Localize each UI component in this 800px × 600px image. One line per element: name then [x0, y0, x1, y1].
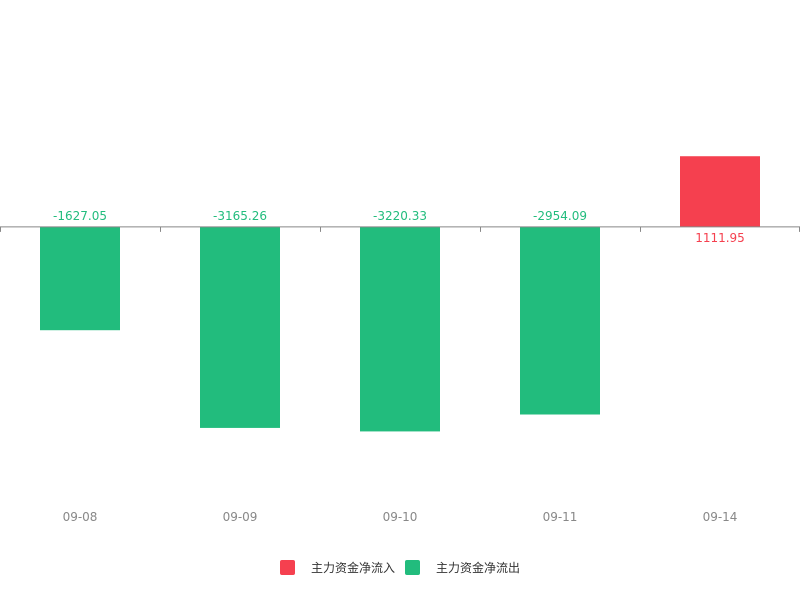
bar-09-10[interactable]	[360, 226, 440, 432]
legend-label-outflow[interactable]: 主力资金净流出	[436, 560, 520, 575]
data-label-09-10: -3220.33	[373, 209, 427, 223]
data-label-09-11: -2954.09	[533, 209, 587, 223]
bar-09-14[interactable]	[680, 156, 760, 227]
x-tick-label-09-09: 09-09	[223, 510, 258, 524]
x-tick-label-09-08: 09-08	[63, 510, 98, 524]
legend-swatch-inflow[interactable]	[280, 560, 295, 575]
data-label-09-09: -3165.26	[213, 209, 267, 223]
legend: 主力资金净流入 主力资金净流出	[280, 560, 520, 575]
legend-label-inflow[interactable]: 主力资金净流入	[311, 560, 395, 575]
value-labels-group: -1627.05 -3165.26 -3220.33 -2954.09 1111.95	[53, 209, 745, 245]
x-tick-label-09-11: 09-11	[543, 510, 578, 524]
bar-09-11[interactable]	[520, 226, 600, 415]
legend-swatch-outflow[interactable]	[405, 560, 420, 575]
data-label-09-14: 1111.95	[695, 231, 745, 245]
bars-group	[40, 156, 760, 432]
x-tick-label-09-14: 09-14	[703, 510, 738, 524]
bar-09-08[interactable]	[40, 226, 120, 331]
x-tick-labels-group: 09-08 09-09 09-10 09-11 09-14	[63, 510, 738, 524]
data-label-09-08: -1627.05	[53, 209, 107, 223]
bar-09-09[interactable]	[200, 226, 280, 428]
x-tick-label-09-10: 09-10	[383, 510, 418, 524]
